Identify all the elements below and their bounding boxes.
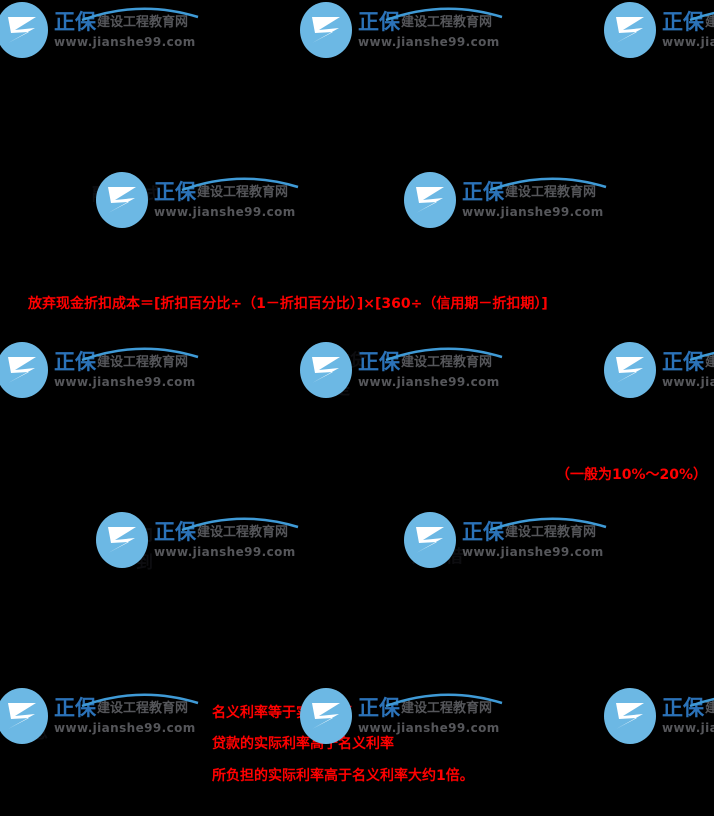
highlight-text: 贷款的实际利率高于名义利率 bbox=[212, 736, 394, 752]
body-text: 考核 bbox=[6, 11, 40, 31]
body-text: 非 bbox=[628, 357, 645, 377]
highlight-text: （一般为10%～20%） bbox=[556, 467, 708, 483]
body-text: 定额借 bbox=[412, 547, 463, 567]
body-text: 的是 bbox=[316, 379, 350, 399]
highlight-text: 名义利率等于实际利率 bbox=[212, 705, 352, 721]
body-text: 融资方式 bbox=[92, 185, 160, 205]
highlight-text: 放弃现金折扣成本＝[折扣百分比÷（1－折扣百分比）]×[360÷（信用期－折扣期… bbox=[28, 296, 548, 312]
body-text: 利息 bbox=[14, 723, 48, 743]
body-text: 入的贷 bbox=[316, 351, 367, 371]
highlight-text: 所负担的实际利率高于名义利率大约1倍。 bbox=[212, 768, 474, 784]
body-text: 短 bbox=[14, 351, 31, 371]
body-text: 到 bbox=[136, 553, 153, 573]
body-text: 借 bbox=[14, 379, 31, 399]
body-text: 向 bbox=[136, 525, 153, 545]
